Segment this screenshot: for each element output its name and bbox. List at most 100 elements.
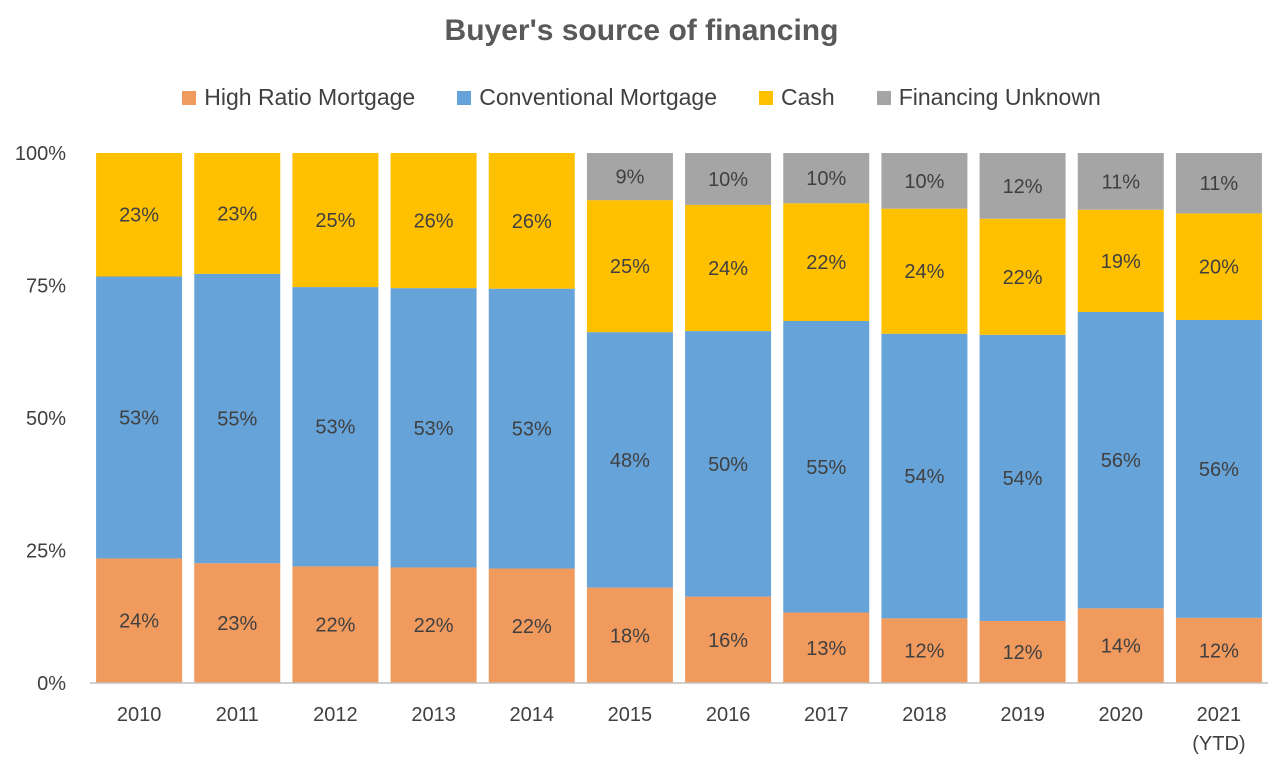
bar-segment-conventional-mortgage (390, 288, 477, 568)
data-label-cash: 25% (315, 210, 355, 232)
data-label-conventional-mortgage: 54% (904, 466, 944, 488)
data-label-conventional-mortgage: 55% (806, 457, 846, 479)
x-tick-label: 2014 (510, 704, 555, 726)
bar-segment-cash (390, 153, 477, 289)
bar-segment-financing-unknown (1175, 153, 1262, 214)
data-label-high-ratio-mortgage: 12% (904, 641, 944, 663)
bar-segment-conventional-mortgage (685, 331, 772, 597)
y-tick-label: 25% (26, 541, 66, 563)
bar-segment-high-ratio-mortgage (96, 558, 183, 683)
x-tick-label: 2015 (608, 704, 653, 726)
bar-segment-high-ratio-mortgage (685, 596, 772, 683)
bar-segment-conventional-mortgage (1077, 312, 1164, 609)
data-label-financing-unknown: 11% (1101, 171, 1140, 193)
bar-segment-financing-unknown (881, 153, 968, 209)
bar-segment-cash (881, 208, 968, 334)
data-label-financing-unknown: 10% (806, 168, 846, 190)
bar-segment-conventional-mortgage (783, 321, 870, 613)
data-label-cash: 20% (1199, 257, 1239, 279)
legend-label-financing-unknown: Financing Unknown (898, 84, 1101, 110)
bar-segment-high-ratio-mortgage (881, 618, 968, 683)
bar-segment-cash (96, 153, 183, 277)
data-label-high-ratio-mortgage: 14% (1101, 636, 1141, 658)
bar-segment-cash (194, 153, 281, 274)
legend: High Ratio Mortgage Conventional Mortgag… (0, 84, 1283, 111)
bar-segment-conventional-mortgage (881, 333, 968, 619)
data-label-conventional-mortgage: 56% (1101, 450, 1141, 472)
data-label-conventional-mortgage: 54% (1003, 468, 1043, 490)
y-tick-label: 50% (26, 408, 66, 430)
bar-segment-financing-unknown (1077, 153, 1164, 210)
bar-segment-conventional-mortgage (586, 332, 673, 588)
legend-item-conventional-mortgage: Conventional Mortgage (457, 84, 717, 111)
x-tick-label: 2017 (804, 704, 849, 726)
x-tick-label: 2013 (411, 704, 456, 726)
bar-segment-cash (586, 200, 673, 333)
data-label-cash: 26% (414, 211, 454, 233)
bar-segment-cash (685, 204, 772, 332)
data-label-high-ratio-mortgage: 22% (414, 615, 454, 637)
legend-label-conventional-mortgage: Conventional Mortgage (479, 84, 718, 110)
x-tick-label: 2012 (313, 704, 358, 726)
bar-segment-high-ratio-mortgage (488, 568, 575, 683)
data-label-high-ratio-mortgage: 16% (708, 630, 748, 652)
bar-segment-high-ratio-mortgage (586, 587, 673, 683)
data-label-cash: 22% (806, 252, 846, 274)
data-label-conventional-mortgage: 53% (119, 407, 159, 429)
bar-segment-high-ratio-mortgage (1175, 617, 1262, 683)
data-label-high-ratio-mortgage: 18% (610, 625, 650, 647)
legend-swatch-cash (759, 90, 774, 105)
data-label-cash: 24% (708, 258, 748, 280)
bar-segment-high-ratio-mortgage (1077, 608, 1164, 683)
data-label-cash: 22% (1003, 267, 1043, 289)
x-tick-label: 2020 (1099, 704, 1144, 726)
data-label-cash: 25% (610, 256, 650, 278)
x-tick-label: 2011 (216, 704, 259, 726)
bar-segment-cash (979, 218, 1066, 335)
data-label-conventional-mortgage: 50% (708, 454, 748, 476)
legend-item-high-ratio-mortgage: High Ratio Mortgage (182, 84, 415, 111)
data-label-financing-unknown: 11% (1200, 173, 1239, 195)
x-tick-label: 2021 (1197, 704, 1242, 726)
bar-segment-cash (292, 153, 379, 288)
y-tick-label: 100% (15, 143, 66, 165)
bar-segment-high-ratio-mortgage (194, 563, 281, 683)
data-label-high-ratio-mortgage: 23% (217, 613, 257, 635)
chart-title: Buyer's source of financing (444, 14, 839, 47)
legend-label-cash: Cash (781, 84, 835, 110)
data-label-high-ratio-mortgage: 22% (315, 615, 355, 637)
legend-label-high-ratio-mortgage: High Ratio Mortgage (204, 84, 416, 110)
bar-segment-high-ratio-mortgage (783, 612, 870, 683)
data-label-cash: 24% (904, 261, 944, 283)
data-label-high-ratio-mortgage: 24% (119, 611, 159, 633)
x-tick-label: 2019 (1000, 704, 1045, 726)
x-tick-sublabel: (YTD) (1192, 733, 1245, 755)
data-label-financing-unknown: 10% (708, 169, 748, 191)
data-label-high-ratio-mortgage: 22% (512, 616, 552, 638)
data-label-conventional-mortgage: 53% (512, 419, 552, 441)
data-label-conventional-mortgage: 53% (315, 417, 355, 439)
data-label-cash: 23% (119, 205, 159, 227)
legend-swatch-financing-unknown (876, 90, 891, 105)
data-label-cash: 19% (1101, 251, 1141, 273)
bar-segment-high-ratio-mortgage (390, 567, 477, 683)
data-label-conventional-mortgage: 55% (217, 409, 257, 431)
data-label-cash: 23% (217, 203, 257, 225)
y-tick-label: 0% (37, 673, 66, 695)
data-label-high-ratio-mortgage: 13% (806, 638, 846, 660)
data-label-financing-unknown: 9% (615, 167, 644, 189)
data-label-high-ratio-mortgage: 12% (1199, 640, 1239, 662)
data-label-conventional-mortgage: 53% (414, 418, 454, 440)
legend-item-financing-unknown: Financing Unknown (876, 84, 1101, 111)
bar-segment-financing-unknown (783, 153, 870, 204)
bar-segment-conventional-mortgage (979, 334, 1066, 621)
bar-segment-cash (1077, 209, 1164, 312)
legend-swatch-conventional-mortgage (457, 90, 472, 105)
bar-segment-conventional-mortgage (96, 276, 183, 559)
bar-segment-conventional-mortgage (488, 288, 575, 569)
bar-segment-financing-unknown (979, 153, 1066, 219)
bar-segment-cash (783, 203, 870, 322)
bar-segment-high-ratio-mortgage (979, 620, 1066, 683)
bar-segment-high-ratio-mortgage (292, 566, 379, 683)
data-label-high-ratio-mortgage: 12% (1003, 642, 1043, 664)
